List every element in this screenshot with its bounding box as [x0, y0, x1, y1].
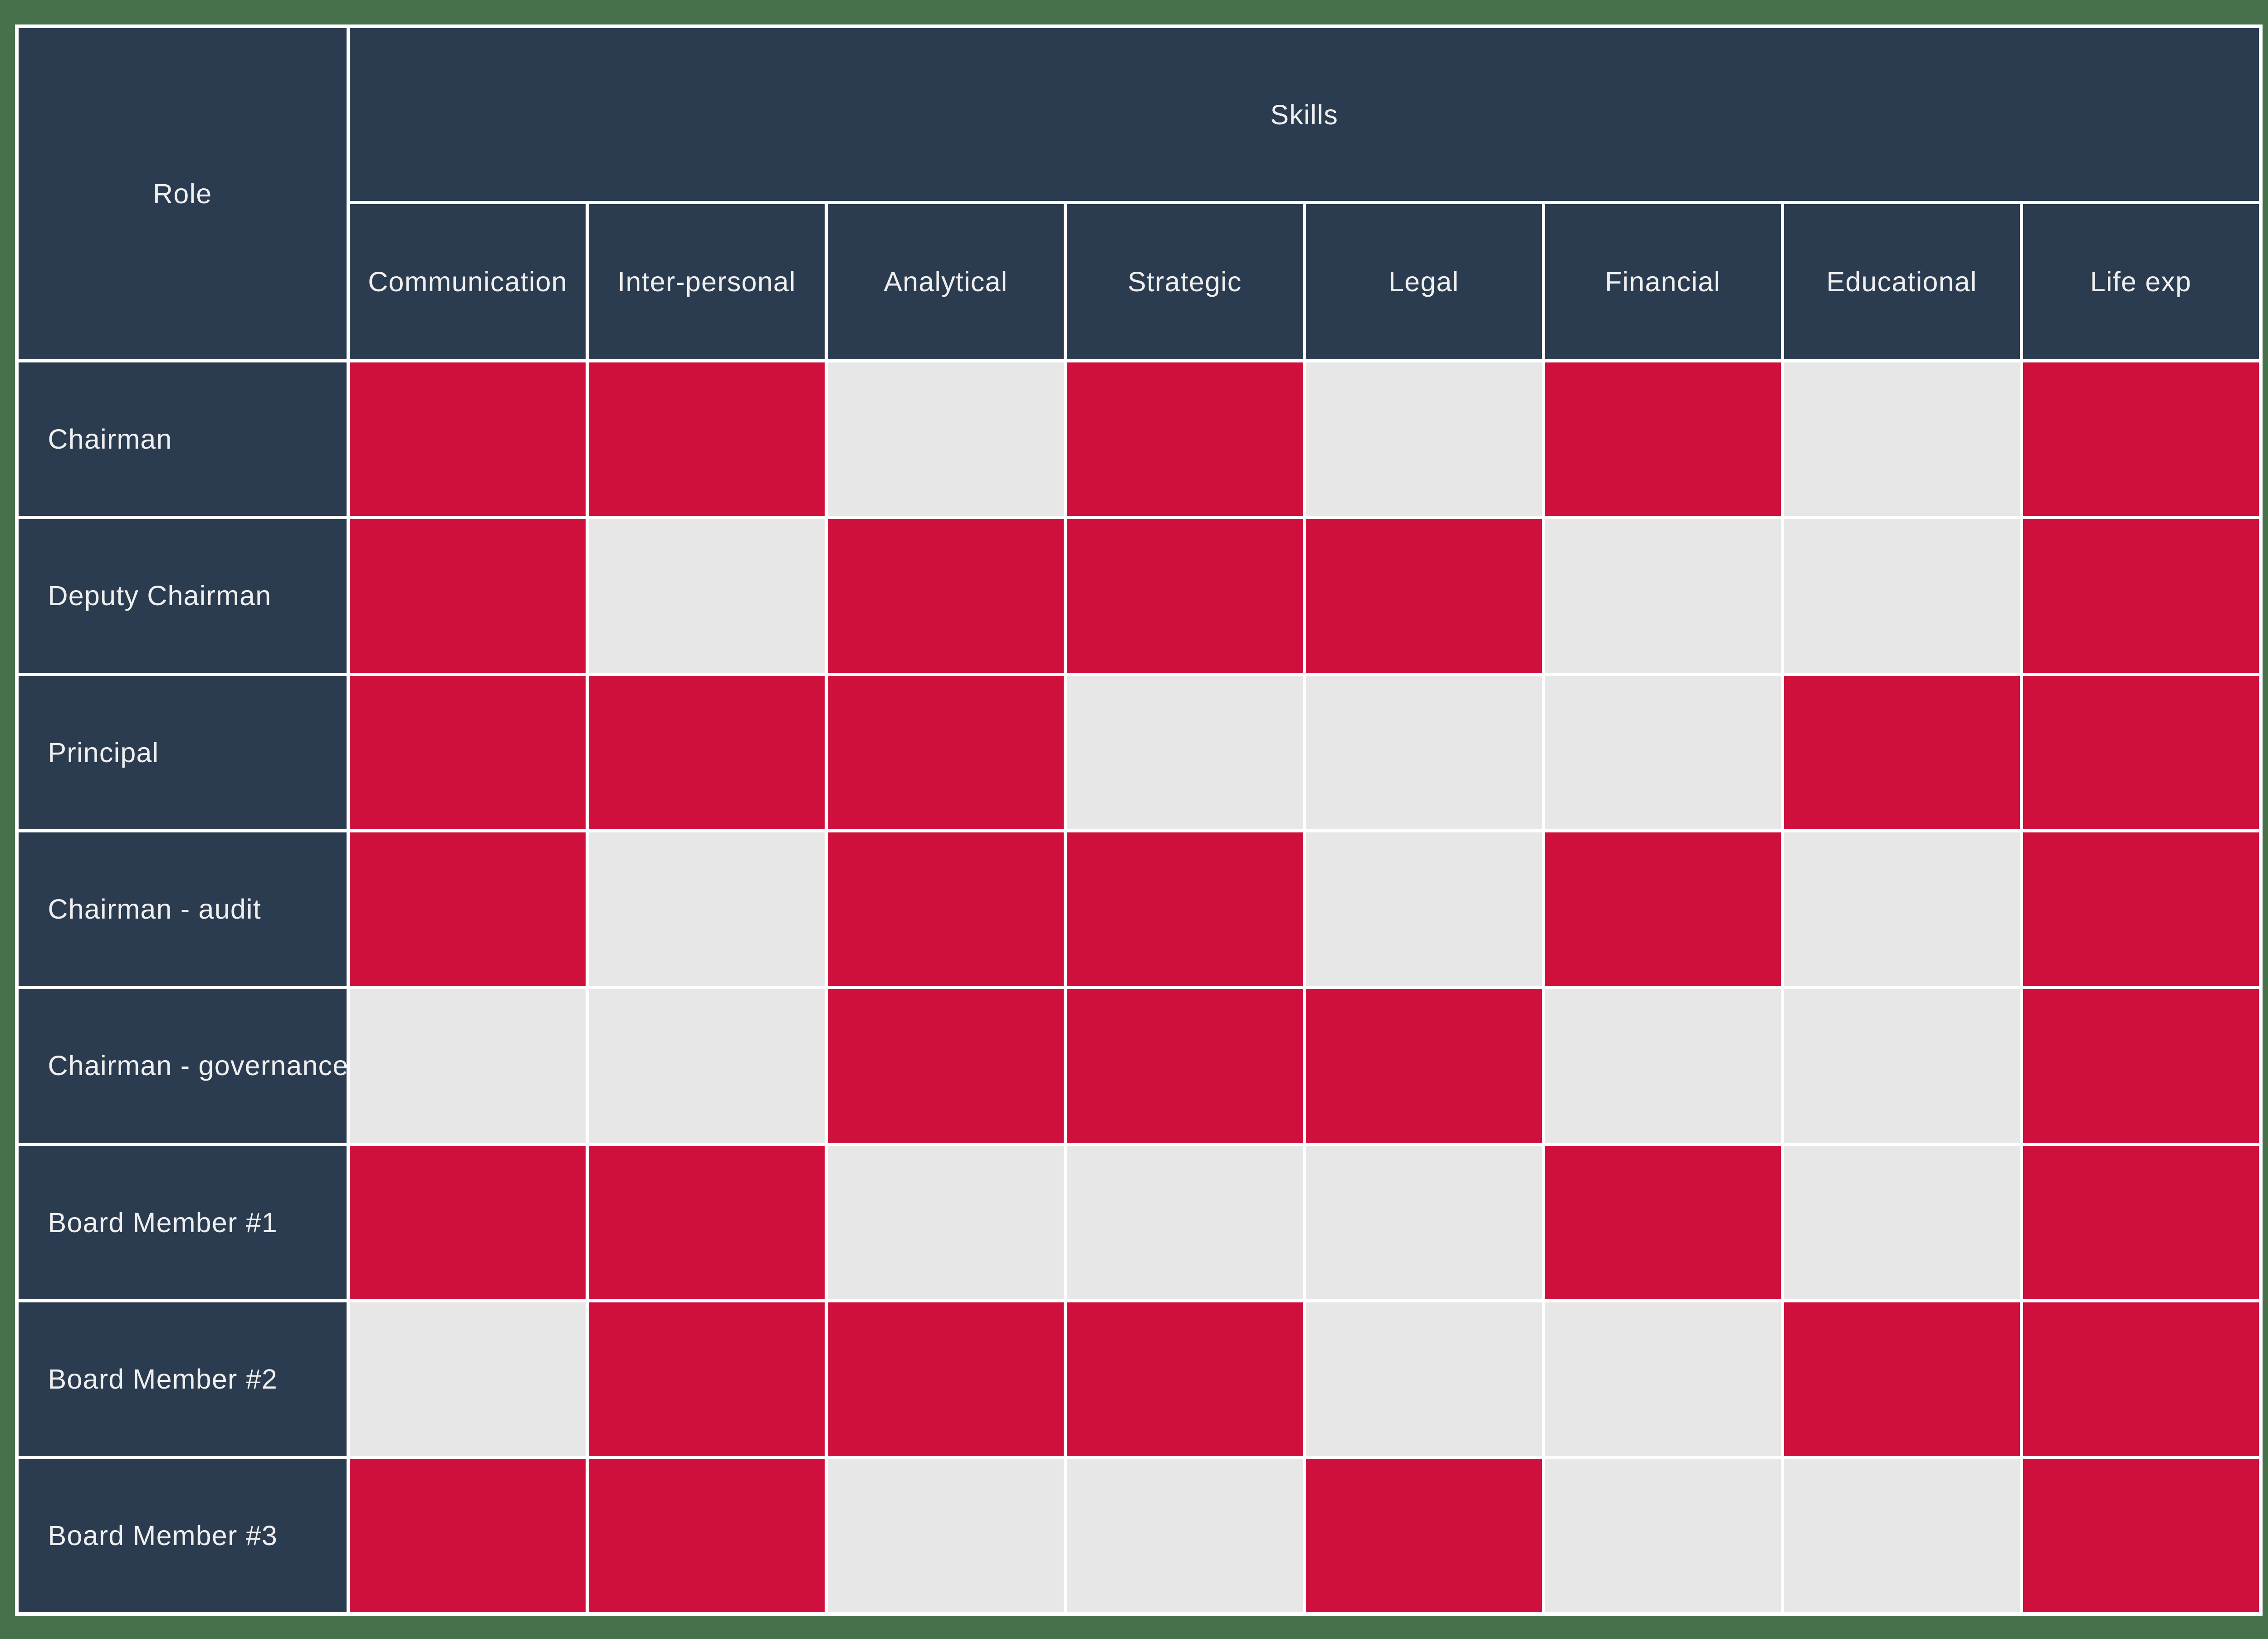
skills-header: Skills [350, 28, 2259, 201]
skills-matrix-table: Role Skills Communication Inter-personal Ana… [15, 24, 2263, 1616]
skill-cell-empty [588, 832, 825, 986]
role-header: Role [18, 28, 347, 360]
column-header-strategic: Strategic [1066, 204, 1303, 360]
skill-cell-empty [1784, 1459, 2020, 1613]
skill-cell-filled [1545, 362, 1781, 516]
skill-cell-empty [1545, 519, 1781, 673]
skill-cell-filled [588, 675, 825, 829]
skill-cell-empty [1305, 1302, 1542, 1456]
skill-cell-empty [827, 1459, 1064, 1613]
skill-cell-filled [2023, 1459, 2259, 1613]
skill-cell-filled [2023, 832, 2259, 986]
skill-cell-empty [1066, 1145, 1303, 1299]
row-label-board-member-3: Board Member #3 [18, 1459, 347, 1613]
skill-cell-empty [1545, 989, 1781, 1143]
skill-cell-filled [588, 1459, 825, 1613]
skill-cell-empty [1784, 519, 2020, 673]
skill-cell-filled [2023, 1302, 2259, 1456]
skill-cell-empty [588, 519, 825, 673]
skill-cell-filled [350, 362, 586, 516]
row-label-board-member-1: Board Member #1 [18, 1145, 347, 1299]
column-header-financial: Financial [1545, 204, 1781, 360]
skill-cell-filled [2023, 362, 2259, 516]
row-label-deputy-chairman: Deputy Chairman [18, 519, 347, 673]
skill-cell-filled [1545, 1145, 1781, 1299]
skill-cell-filled [2023, 519, 2259, 673]
skill-cell-filled [827, 1302, 1064, 1456]
skill-cell-filled [1066, 989, 1303, 1143]
skill-cell-filled [588, 362, 825, 516]
skill-cell-filled [2023, 675, 2259, 829]
skill-cell-filled [1066, 519, 1303, 673]
skill-cell-empty [1066, 1459, 1303, 1613]
row-label-chairman: Chairman [18, 362, 347, 516]
skill-cell-empty [827, 362, 1064, 516]
skill-cell-filled [1305, 989, 1542, 1143]
skill-cell-empty [1305, 362, 1542, 516]
skill-cell-filled [1066, 362, 1303, 516]
skill-cell-empty [1305, 675, 1542, 829]
skill-cell-empty [1545, 675, 1781, 829]
skill-cell-filled [1305, 519, 1542, 673]
skill-cell-empty [827, 1145, 1064, 1299]
skill-cell-filled [827, 519, 1064, 673]
skill-cell-empty [1545, 1459, 1781, 1613]
skill-cell-filled [827, 832, 1064, 986]
skill-cell-empty [1305, 832, 1542, 986]
column-header-communication: Communication [350, 204, 586, 360]
column-header-life-exp: Life exp [2023, 204, 2259, 360]
skill-cell-filled [1545, 832, 1781, 986]
row-label-chairman-governance: Chairman - governance [18, 989, 347, 1143]
skill-cell-empty [350, 1302, 586, 1456]
row-label-chairman-audit: Chairman - audit [18, 832, 347, 986]
column-header-legal: Legal [1305, 204, 1542, 360]
skill-cell-filled [2023, 989, 2259, 1143]
skill-cell-filled [350, 519, 586, 673]
column-header-analytical: Analytical [827, 204, 1064, 360]
skill-cell-empty [1066, 675, 1303, 829]
skill-cell-filled [1784, 675, 2020, 829]
skill-cell-filled [1784, 1302, 2020, 1456]
skill-cell-filled [827, 675, 1064, 829]
skill-cell-filled [827, 989, 1064, 1143]
skill-cell-empty [1784, 1145, 2020, 1299]
skill-cell-empty [1545, 1302, 1781, 1456]
skill-cell-filled [588, 1145, 825, 1299]
skill-cell-empty [588, 989, 825, 1143]
skill-cell-empty [1305, 1145, 1542, 1299]
row-label-board-member-2: Board Member #2 [18, 1302, 347, 1456]
skill-cell-filled [2023, 1145, 2259, 1299]
column-header-inter-personal: Inter-personal [588, 204, 825, 360]
skill-cell-filled [350, 1459, 586, 1613]
skill-cell-empty [1784, 832, 2020, 986]
skill-cell-filled [1066, 1302, 1303, 1456]
column-header-educational: Educational [1784, 204, 2020, 360]
skill-cell-filled [588, 1302, 825, 1456]
skill-cell-empty [350, 989, 586, 1143]
skill-cell-filled [1066, 832, 1303, 986]
skill-cell-filled [350, 675, 586, 829]
skill-cell-filled [350, 1145, 586, 1299]
skill-cell-empty [1784, 989, 2020, 1143]
skill-cell-filled [1305, 1459, 1542, 1613]
skill-cell-empty [1784, 362, 2020, 516]
skill-cell-filled [350, 832, 586, 986]
row-label-principal: Principal [18, 675, 347, 829]
